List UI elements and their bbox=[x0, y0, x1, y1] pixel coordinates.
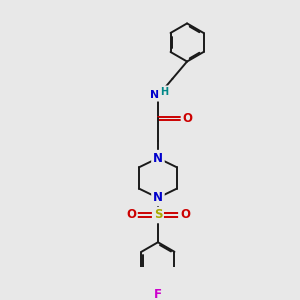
Text: H: H bbox=[160, 87, 168, 97]
Text: N: N bbox=[153, 152, 163, 165]
Text: O: O bbox=[126, 208, 136, 221]
Text: N: N bbox=[153, 191, 163, 204]
Text: S: S bbox=[154, 208, 162, 221]
Text: F: F bbox=[154, 288, 162, 300]
Text: N: N bbox=[150, 90, 159, 100]
Text: O: O bbox=[180, 208, 190, 221]
Text: O: O bbox=[183, 112, 193, 125]
